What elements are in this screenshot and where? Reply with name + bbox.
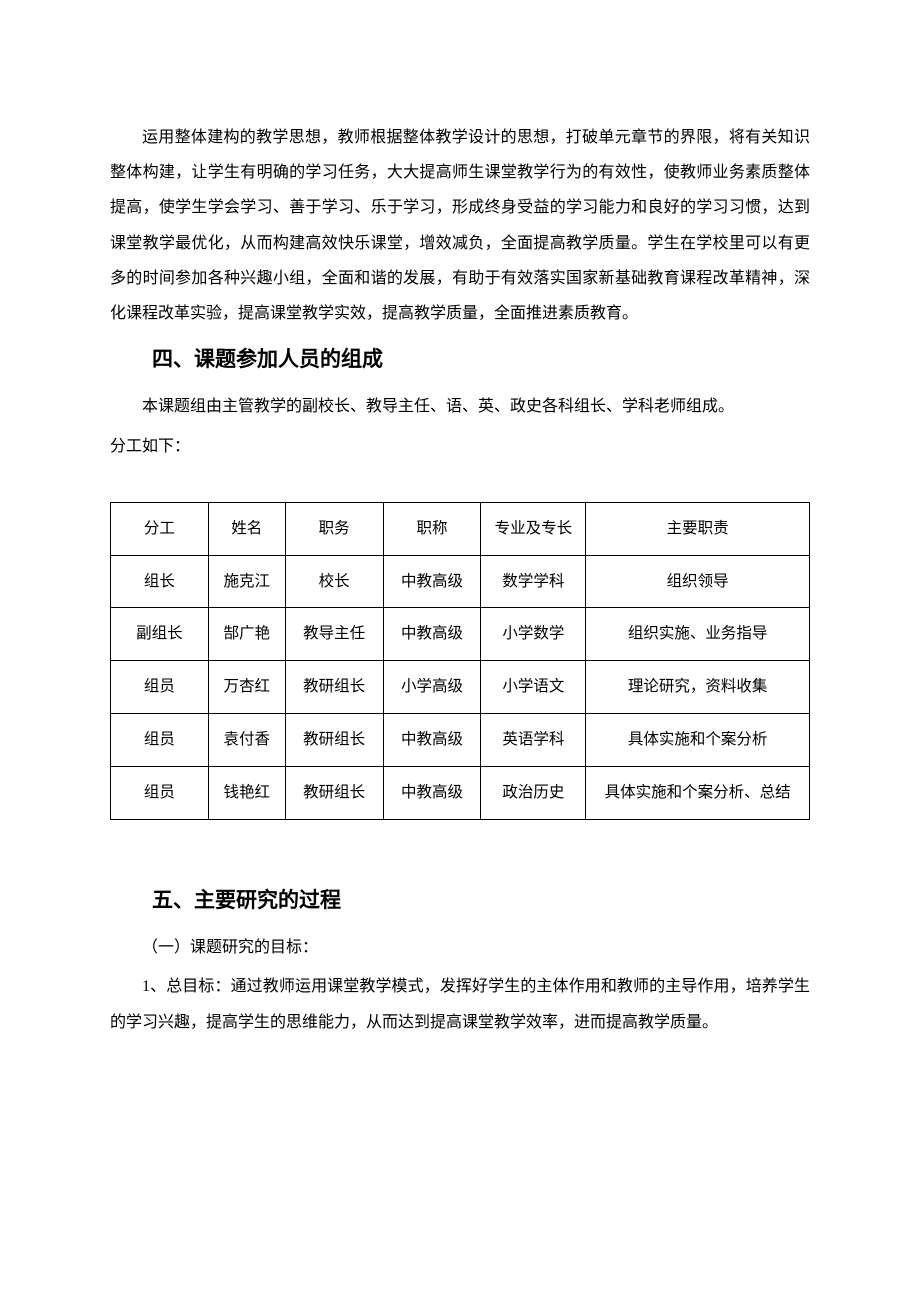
table-header-row: 分工 姓名 职务 职称 专业及专长 主要职责 <box>111 502 810 555</box>
table-cell: 组员 <box>111 767 209 820</box>
table-cell: 小学高级 <box>383 661 481 714</box>
table-header: 姓名 <box>208 502 285 555</box>
table-row: 副组长 郜广艳 教导主任 中教高级 小学数学 组织实施、业务指导 <box>111 608 810 661</box>
body-paragraph-1: 运用整体建构的教学思想，教师根据整体教学设计的思想，打破单元章节的界限，将有关知… <box>110 120 810 331</box>
table-cell: 小学语文 <box>481 661 586 714</box>
table-cell: 小学数学 <box>481 608 586 661</box>
heading-section-5: 五、主要研究的过程 <box>110 878 810 924</box>
table-cell: 组长 <box>111 555 209 608</box>
table-cell: 郜广艳 <box>208 608 285 661</box>
table-cell: 中教高级 <box>383 608 481 661</box>
body-paragraph-2b: 分工如下： <box>110 429 810 464</box>
table-cell: 政治历史 <box>481 767 586 820</box>
table-header: 职称 <box>383 502 481 555</box>
table-cell: 组织实施、业务指导 <box>586 608 810 661</box>
table-cell: 施克江 <box>208 555 285 608</box>
table-cell: 袁付香 <box>208 714 285 767</box>
table-cell: 具体实施和个案分析 <box>586 714 810 767</box>
table-cell: 组员 <box>111 714 209 767</box>
table-cell: 教研组长 <box>285 714 383 767</box>
table-header: 主要职责 <box>586 502 810 555</box>
table-header: 分工 <box>111 502 209 555</box>
table-cell: 数学学科 <box>481 555 586 608</box>
table-cell: 组织领导 <box>586 555 810 608</box>
table-cell: 组员 <box>111 661 209 714</box>
table-cell: 中教高级 <box>383 767 481 820</box>
personnel-table: 分工 姓名 职务 职称 专业及专长 主要职责 组长 施克江 校长 中教高级 数学… <box>110 502 810 820</box>
table-cell: 副组长 <box>111 608 209 661</box>
table-cell: 教研组长 <box>285 767 383 820</box>
table-header: 专业及专长 <box>481 502 586 555</box>
table-cell: 英语学科 <box>481 714 586 767</box>
subheading-5-1: （一）课题研究的目标： <box>110 930 810 965</box>
table-cell: 钱艳红 <box>208 767 285 820</box>
table-cell: 教研组长 <box>285 661 383 714</box>
table-cell: 中教高级 <box>383 714 481 767</box>
table-cell: 中教高级 <box>383 555 481 608</box>
table-row: 组长 施克江 校长 中教高级 数学学科 组织领导 <box>111 555 810 608</box>
table-cell: 具体实施和个案分析、总结 <box>586 767 810 820</box>
table-header: 职务 <box>285 502 383 555</box>
body-paragraph-5-1: 1、总目标：通过教师运用课堂教学模式，发挥好学生的主体作用和教师的主导作用，培养… <box>110 969 810 1039</box>
table-cell: 教导主任 <box>285 608 383 661</box>
table-row: 组员 袁付香 教研组长 中教高级 英语学科 具体实施和个案分析 <box>111 714 810 767</box>
body-paragraph-2a: 本课题组由主管教学的副校长、教导主任、语、英、政史各科组长、学科老师组成。 <box>110 389 810 424</box>
table-row: 组员 钱艳红 教研组长 中教高级 政治历史 具体实施和个案分析、总结 <box>111 767 810 820</box>
heading-section-4: 四、课题参加人员的组成 <box>110 337 810 383</box>
table-row: 组员 万杏红 教研组长 小学高级 小学语文 理论研究，资料收集 <box>111 661 810 714</box>
table-cell: 理论研究，资料收集 <box>586 661 810 714</box>
table-cell: 万杏红 <box>208 661 285 714</box>
table-cell: 校长 <box>285 555 383 608</box>
